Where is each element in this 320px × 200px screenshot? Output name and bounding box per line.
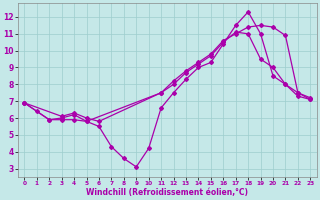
X-axis label: Windchill (Refroidissement éolien,°C): Windchill (Refroidissement éolien,°C) — [86, 188, 248, 197]
